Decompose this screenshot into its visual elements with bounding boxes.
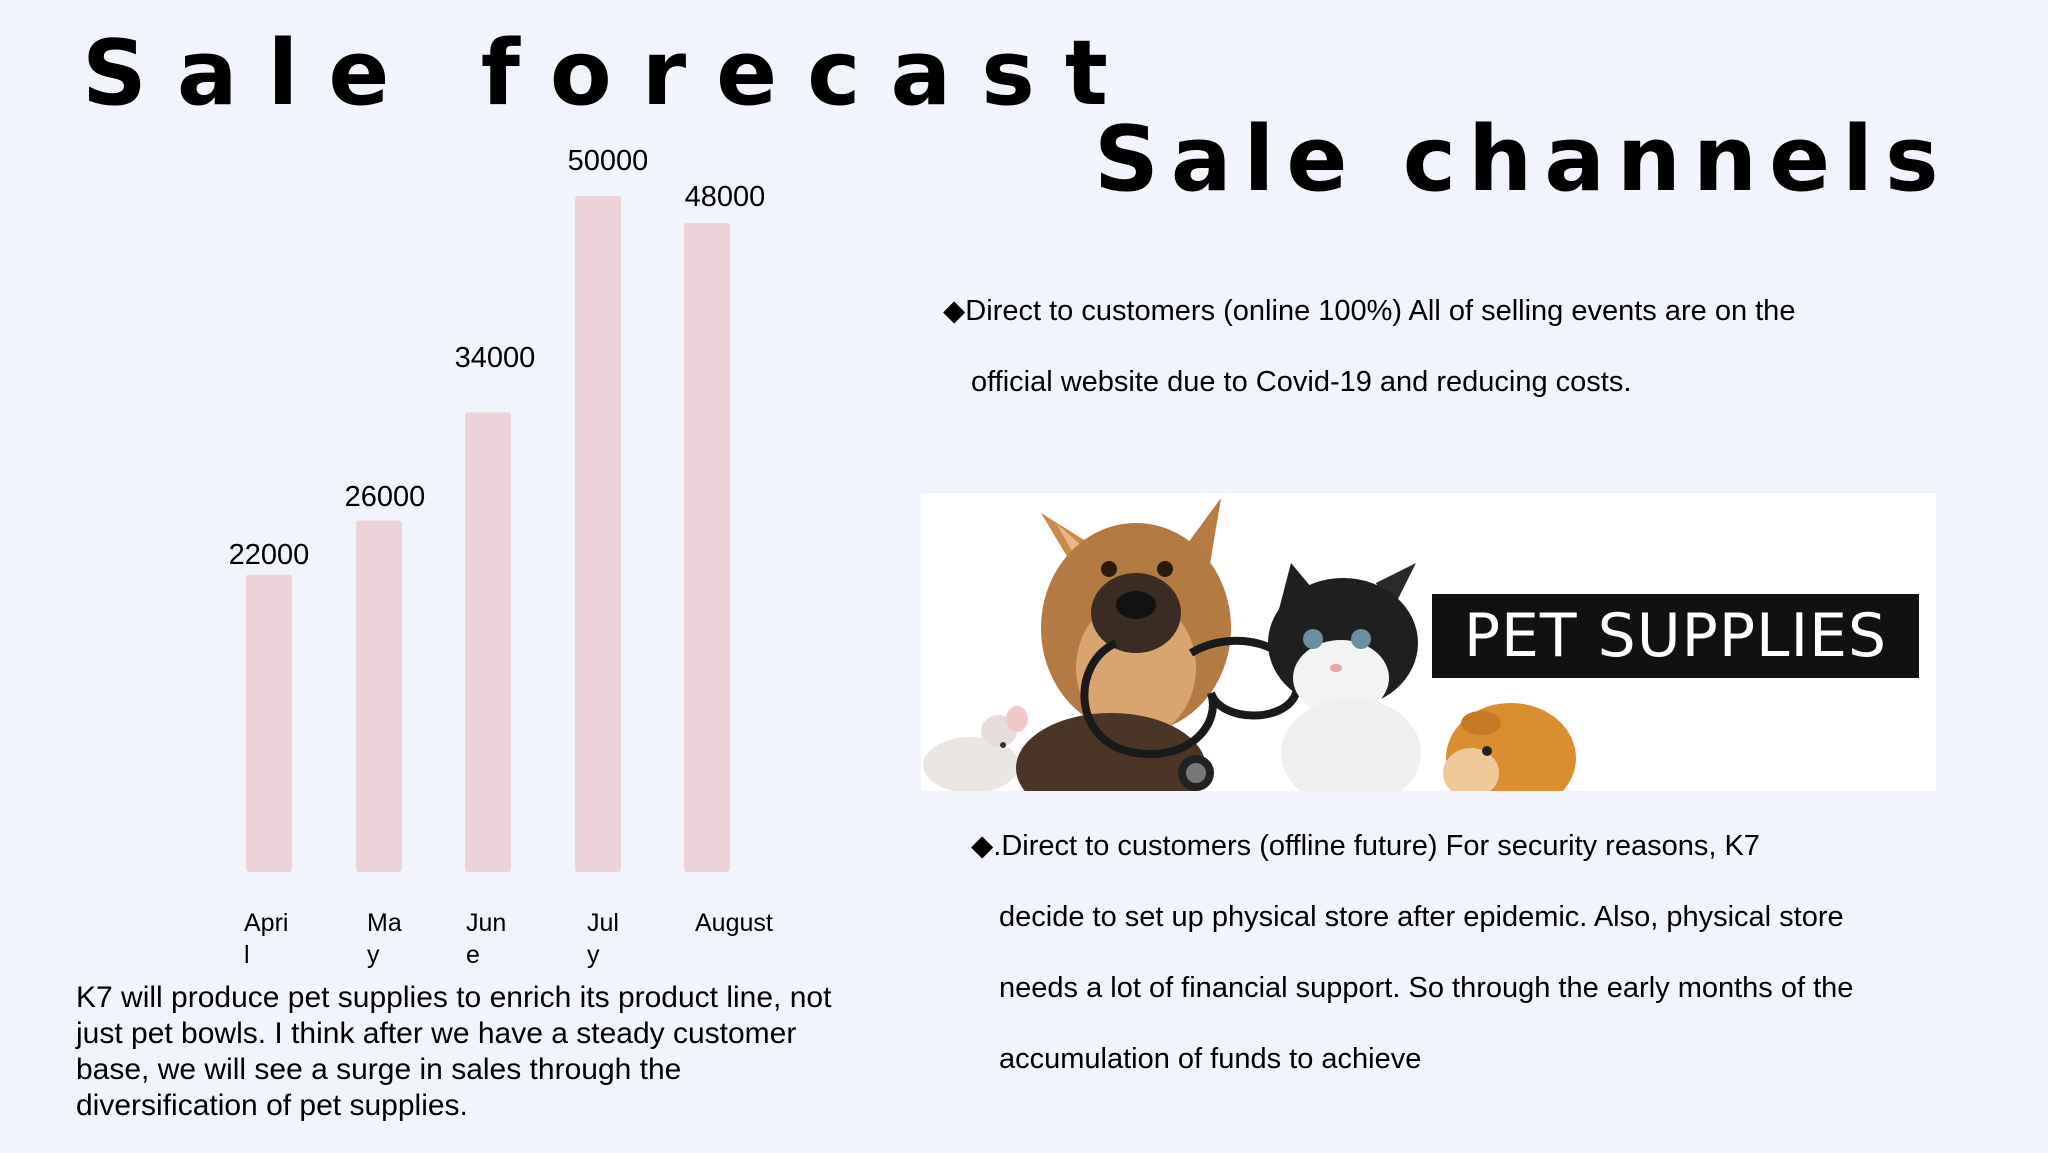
- sale-forecast-title: Sale forecast: [82, 21, 1138, 126]
- bar-april: [246, 574, 292, 872]
- guinea-pig-icon: [1443, 703, 1576, 791]
- category-label-april: Apri l: [244, 907, 300, 971]
- category-label-august: August: [695, 907, 805, 939]
- category-label-line: l: [244, 941, 250, 969]
- mouse-icon: [923, 706, 1028, 791]
- dog-icon: [1016, 498, 1231, 791]
- bullet-line: ◆.Direct to customers (offline future) F…: [971, 830, 1760, 862]
- category-label-may: Ma y: [367, 907, 423, 971]
- bar-value-label: 50000: [567, 145, 649, 177]
- category-label-line: Ma: [367, 909, 402, 937]
- pet-supplies-banner: PET SUPPLIES: [921, 493, 1936, 791]
- category-label-line: Jul: [587, 909, 619, 937]
- category-label-line: Apri: [244, 909, 289, 937]
- pets-illustration: [923, 498, 1576, 791]
- category-label-july: Jul y: [587, 907, 643, 971]
- bullet-line: accumulation of funds to achieve: [999, 1043, 1422, 1075]
- bar-may: [356, 520, 402, 872]
- category-label-june: Jun e: [466, 907, 522, 971]
- sales-description: K7 will produce pet supplies to enrich i…: [76, 981, 832, 1122]
- kitten-icon: [1268, 563, 1421, 791]
- offline-channel-bullet: ◆.Direct to customers (offline future) F…: [971, 811, 1853, 1095]
- bar-value-label: 34000: [454, 342, 536, 374]
- category-label-line: y: [587, 941, 600, 969]
- bar-june: [465, 412, 511, 872]
- sales-forecast-chart: [246, 196, 730, 873]
- sale-channels-title: Sale channels: [1094, 107, 1951, 212]
- bullet-line: needs a lot of financial support. So thr…: [999, 972, 1854, 1004]
- bar-august: [684, 223, 730, 873]
- online-channel-bullet: ◆Direct to customers (online 100%) All o…: [943, 276, 1795, 418]
- category-label-line: y: [367, 941, 380, 969]
- pet-supplies-label: PET SUPPLIES: [1432, 594, 1919, 678]
- bar-value-label: 22000: [228, 539, 310, 571]
- category-label-line: Jun: [466, 909, 507, 937]
- bullet-line: official website due to Covid-19 and red…: [971, 366, 1632, 398]
- bar-july: [575, 196, 621, 872]
- category-label-line: e: [466, 941, 480, 969]
- bar-value-label: 26000: [344, 481, 426, 513]
- bullet-line: decide to set up physical store after ep…: [999, 901, 1844, 933]
- category-label-line: August: [695, 909, 773, 937]
- bullet-line: ◆Direct to customers (online 100%) All o…: [943, 295, 1796, 327]
- bar-value-label: 48000: [684, 181, 766, 213]
